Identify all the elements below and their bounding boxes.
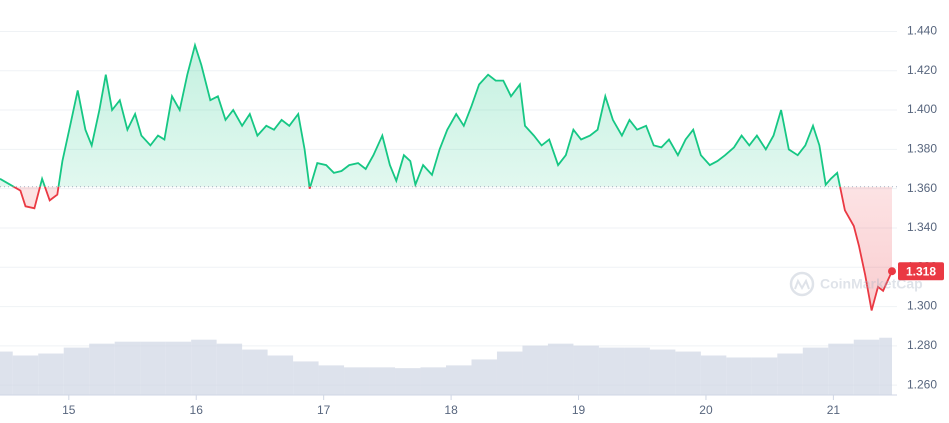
volume-bar (828, 343, 854, 395)
volume-bar (216, 343, 243, 395)
volume-bar (293, 361, 319, 395)
y-tick-label: 1.280 (907, 338, 937, 352)
x-tick-label: 21 (827, 403, 841, 417)
y-tick-label: 1.420 (907, 63, 937, 77)
volume-bar (395, 368, 421, 395)
volume-bar (624, 347, 650, 395)
volume-bar (675, 351, 701, 395)
volume-bar (89, 343, 115, 395)
volume-bar (777, 353, 803, 395)
y-tick-label: 1.380 (907, 142, 937, 156)
area-fill-up (0, 45, 841, 187)
volume-bar (471, 359, 497, 395)
price-line-up (0, 41, 841, 187)
volume-bar (344, 367, 370, 395)
volume-bar (598, 347, 625, 395)
y-tick-label: 1.260 (907, 377, 937, 391)
x-tick-label: 19 (572, 403, 586, 417)
volume-bar (267, 355, 294, 395)
x-tick-label: 17 (317, 403, 331, 417)
volume-bar (547, 343, 574, 395)
price-tag (898, 262, 944, 281)
volume-bar (165, 341, 192, 395)
volume-bar (140, 341, 166, 395)
y-tick-label: 1.360 (907, 181, 937, 195)
volume-bar (369, 367, 396, 395)
volume-bar (114, 341, 141, 395)
price-tag-label: 1.318 (906, 264, 936, 278)
x-tick-label: 20 (699, 403, 713, 417)
volume-bar (496, 351, 523, 395)
watermark: CoinMarketCap (789, 271, 923, 297)
volume-bar (522, 345, 548, 395)
volume-bar (38, 353, 64, 395)
y-tick-label: 1.440 (907, 24, 937, 38)
volume-bar (573, 345, 599, 395)
volume-bar (0, 351, 13, 395)
y-tick-label: 1.300 (907, 299, 937, 313)
last-point (888, 267, 896, 276)
x-tick-label: 18 (444, 403, 458, 417)
volume-bar (191, 339, 217, 395)
volume-bar (242, 349, 268, 395)
volume-bar (751, 357, 778, 395)
volume-bar (700, 355, 727, 395)
volume-bar (853, 339, 880, 395)
watermark-text: CoinMarketCap (820, 276, 923, 292)
volume-bar (12, 355, 39, 395)
volume-bar (318, 365, 345, 395)
volume-bar (726, 357, 752, 395)
x-tick-label: 15 (62, 403, 76, 417)
x-tick-label: 16 (190, 403, 204, 417)
volume-bar (649, 349, 676, 395)
volume-bar (63, 347, 90, 395)
volume-bar (446, 365, 472, 395)
y-tick-label: 1.400 (907, 102, 937, 116)
volume-bar (879, 337, 892, 395)
y-tick-label: 1.340 (907, 220, 937, 234)
volume-bar (802, 347, 829, 395)
volume-bar (420, 367, 446, 395)
